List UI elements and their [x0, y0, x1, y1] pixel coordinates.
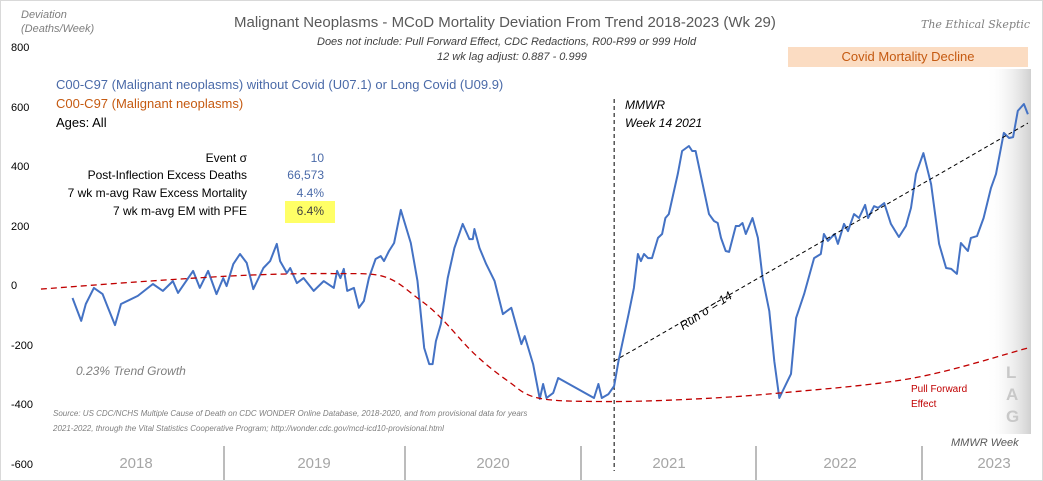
year-label-2019: 2019 [297, 455, 331, 472]
pull-forward-label-1: Pull Forward [911, 384, 968, 395]
legend-ages: Ages: All [56, 115, 107, 130]
series-line-run-trend [613, 122, 1029, 362]
year-label-2018: 2018 [119, 455, 153, 472]
x-axis-title: MMWR Week [951, 437, 1019, 449]
stat-label-raw-em: 7 wk m-avg Raw Excess Mortality [67, 186, 247, 200]
subtitle-2: 12 wk lag adjust: 0.887 - 0.999 [437, 51, 587, 63]
stat-label-em-pfe: 7 wk m-avg EM with PFE [112, 204, 247, 218]
lag-letter-g: G [1006, 407, 1020, 426]
stat-value-excess-deaths: 66,573 [287, 168, 324, 182]
legend-orange-series: C00-C97 (Malignant neoplasms) [56, 96, 244, 111]
series-line-malignant-neoplasms [71, 103, 1029, 400]
series-line-pull-forward-trend [40, 272, 1029, 403]
year-label-2023: 2023 [977, 455, 1011, 472]
y-axis-title-1: Deviation [21, 9, 67, 21]
lag-letter-a: A [1006, 385, 1019, 404]
year-label-2021: 2021 [652, 455, 686, 472]
covid-decline-banner: Covid Mortality Decline [788, 47, 1028, 67]
stat-value-raw-em: 4.4% [296, 186, 324, 200]
y-axis-title-2: (Deaths/Week) [21, 23, 95, 35]
y-tick-label: -400 [11, 399, 34, 411]
lag-shade [986, 69, 1031, 434]
stat-value-em-pfe: 6.4% [296, 204, 324, 218]
source-note-1: Source: US CDC/NCHS Multiple Cause of De… [53, 409, 528, 418]
year-label-2020: 2020 [476, 455, 510, 472]
y-tick-label: -200 [11, 339, 34, 352]
y-tick-label: 400 [11, 161, 30, 173]
trend-growth-label: 0.23% Trend Growth [76, 364, 186, 378]
y-tick-label: -600 [11, 458, 34, 471]
y-tick-label: 0 [11, 280, 18, 292]
stat-label-excess-deaths: Post-Inflection Excess Deaths [87, 168, 247, 182]
year-label-2022: 2022 [823, 455, 857, 472]
subtitle-1: Does not include: Pull Forward Effect, C… [317, 36, 697, 48]
pull-forward-label-2: Effect [911, 399, 937, 410]
mmwr-annotation-2: Week 14 2021 [625, 116, 703, 130]
legend-blue-series: C00-C97 (Malignant neoplasms) without Co… [56, 77, 504, 92]
stat-label-event-sigma: Event σ [205, 151, 247, 165]
y-tick-label: 800 [11, 42, 30, 54]
lag-letter-l: L [1006, 363, 1017, 382]
brand-watermark: The Ethical Skeptic [921, 18, 1031, 31]
y-tick-label: 600 [11, 101, 30, 114]
source-note-2: 2021-2022, through the Vital Statistics … [53, 424, 444, 433]
highlight-box [285, 201, 335, 223]
y-tick-label: 200 [11, 220, 30, 233]
mmwr-annotation-1: MMWR [625, 98, 665, 112]
chart-title: Malignant Neoplasms - MCoD Mortality Dev… [234, 14, 776, 31]
stat-value-event-sigma: 10 [310, 151, 324, 165]
